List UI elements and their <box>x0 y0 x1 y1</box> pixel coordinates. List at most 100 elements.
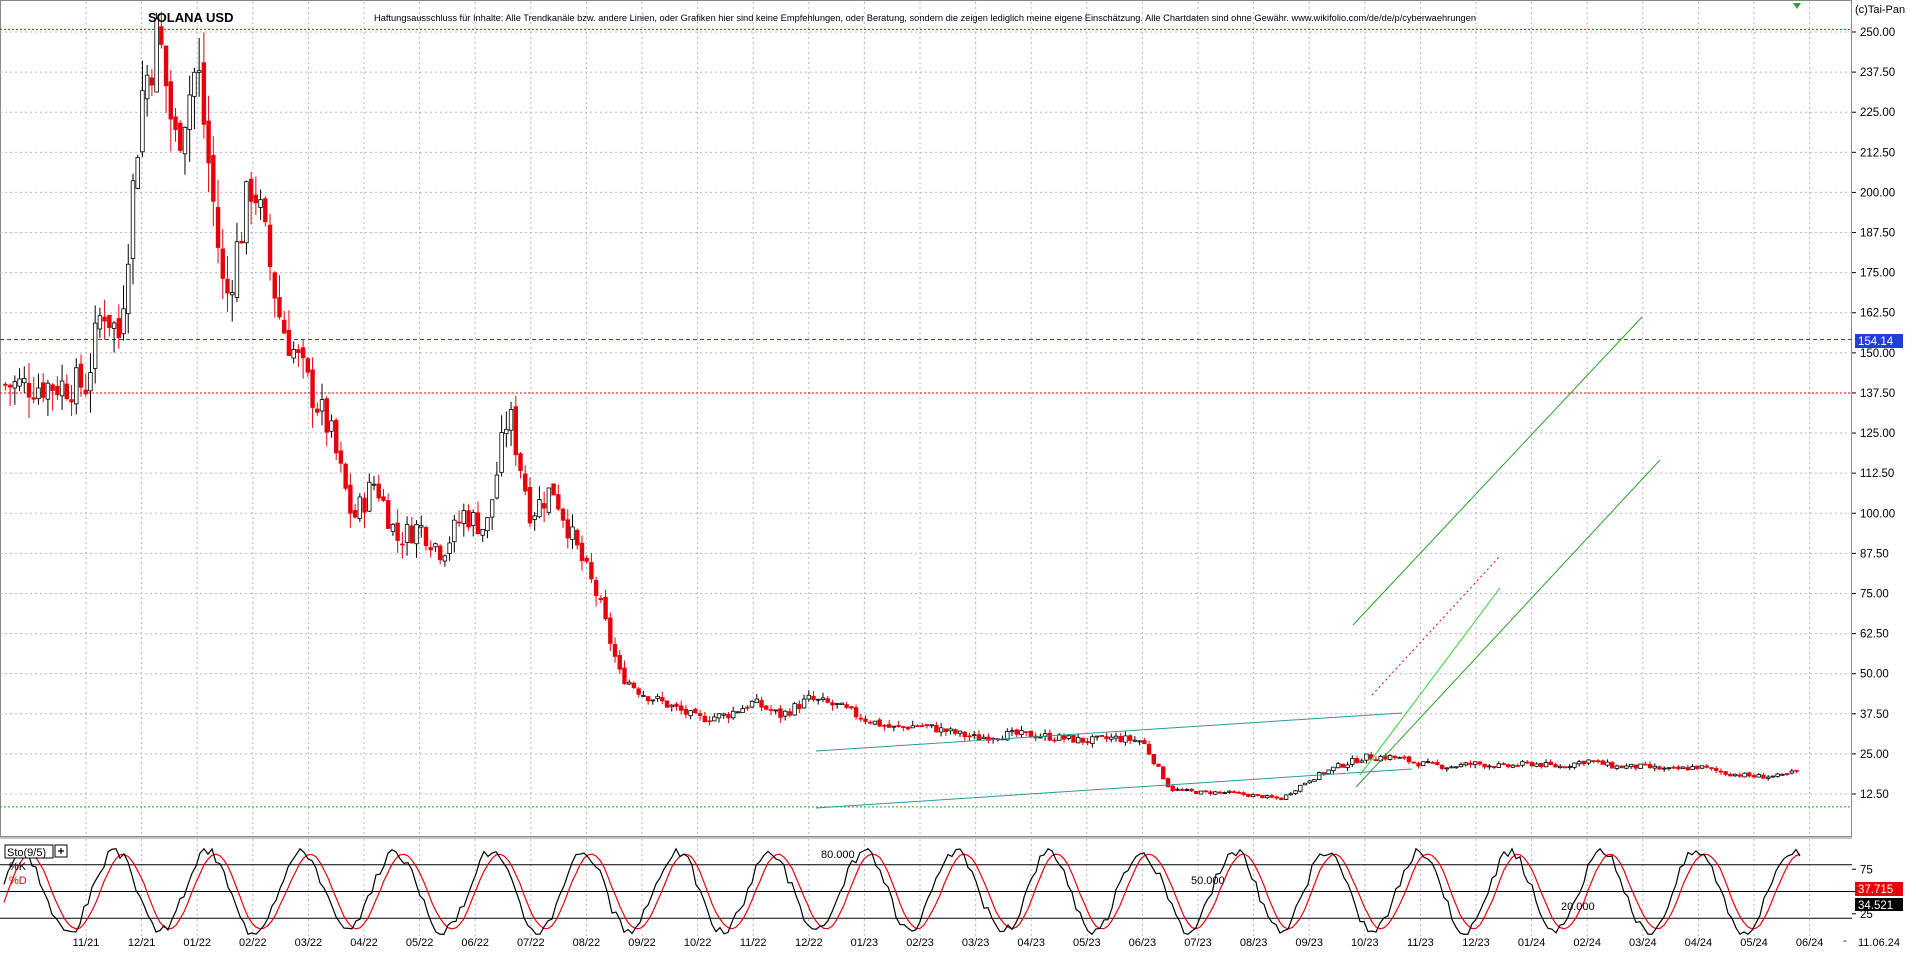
candle-body <box>423 527 429 547</box>
candle-body <box>1529 762 1535 767</box>
x-axis-tick-label: 10/22 <box>684 937 712 948</box>
candle-body <box>126 263 131 315</box>
candle-body <box>1652 765 1657 769</box>
candle-body <box>414 524 419 545</box>
candle-body <box>201 62 207 125</box>
x-axis-tick-label: 03/22 <box>295 937 323 948</box>
candle-body <box>1482 763 1487 768</box>
candle-body <box>1581 760 1587 765</box>
candle-body <box>641 695 646 697</box>
candle-body <box>102 316 107 322</box>
candle-body <box>1298 784 1303 792</box>
candle-body <box>1614 765 1620 769</box>
candle-body <box>480 528 485 536</box>
upper-channel-bottom-line <box>1355 459 1661 788</box>
x-axis-tick-label: 05/23 <box>1073 937 1101 948</box>
candle-body <box>140 90 145 153</box>
y-axis-tick-label: 162.50 <box>1860 308 1895 320</box>
x-axis-tick-label: 01/24 <box>1518 937 1546 948</box>
candle-body <box>1780 773 1785 776</box>
candle-body <box>1331 766 1336 772</box>
candle-body <box>1524 761 1530 764</box>
candle-body <box>948 728 953 732</box>
candle-body <box>1109 736 1114 740</box>
price-panel-frame <box>0 0 1852 837</box>
stoch-d-value-tag <box>1855 882 1903 896</box>
candle-body <box>1742 772 1747 778</box>
x-axis-tick-label: 07/22 <box>517 937 545 948</box>
candle-body <box>1553 764 1558 768</box>
x-axis-tick-label: 01/22 <box>183 937 211 948</box>
candle-body <box>863 718 868 722</box>
candle-body <box>1061 735 1067 740</box>
candle-body <box>1052 739 1057 742</box>
candle-body <box>972 734 977 737</box>
candle-body <box>541 503 547 509</box>
stoch-d-legend: %D <box>9 875 27 887</box>
candle-body <box>107 314 112 329</box>
candle-body <box>1080 737 1086 743</box>
candle-body <box>981 736 986 740</box>
stoch-label-box[interactable] <box>4 844 54 859</box>
candle-body <box>915 725 920 728</box>
candle-body <box>192 71 197 97</box>
candle-body <box>551 483 556 496</box>
candle-body <box>1439 764 1445 769</box>
candle-body <box>267 224 273 268</box>
candle-body <box>1695 765 1700 770</box>
candle-body <box>1194 790 1199 795</box>
y-axis-tick-label: 125.00 <box>1860 428 1895 440</box>
candle-body <box>792 703 797 716</box>
candle-body <box>1671 766 1676 769</box>
candle-body <box>1548 761 1553 766</box>
candle-body <box>466 510 471 528</box>
candle-body <box>111 322 117 329</box>
x-axis-tick-label: 05/22 <box>406 937 434 948</box>
candle-body <box>1198 790 1204 795</box>
candle-body <box>55 385 60 396</box>
candle-body <box>683 708 689 715</box>
candle-body <box>1179 789 1185 791</box>
candle-body <box>135 157 140 189</box>
candle-body <box>1265 795 1270 799</box>
candle-body <box>612 643 618 657</box>
candle-body <box>1515 764 1520 767</box>
candle-body <box>1676 766 1681 770</box>
scroll-left-arrow[interactable]: - <box>1843 935 1847 947</box>
candle-body <box>499 432 504 473</box>
candle-body <box>1657 766 1662 770</box>
x-axis-tick-label: 06/23 <box>1129 937 1157 948</box>
candle-body <box>1477 761 1483 765</box>
candle-body <box>1269 795 1275 798</box>
candle-body <box>1713 768 1719 771</box>
candle-body <box>1737 774 1743 777</box>
candle-body <box>390 523 396 532</box>
candle-body <box>1307 780 1312 784</box>
candle-body <box>868 721 873 724</box>
candle-body <box>901 726 906 728</box>
candle-body <box>1510 764 1516 768</box>
candle-body <box>1231 791 1237 794</box>
candle-body <box>220 248 225 279</box>
candle-body <box>154 18 159 93</box>
candle-body <box>1591 760 1596 763</box>
candle-body <box>1501 763 1506 765</box>
copyright-label: (c)Tai-Pan <box>1855 4 1905 16</box>
x-axis-tick-label: 03/23 <box>962 937 990 948</box>
stoch-label: Sto(9/5) <box>7 847 46 859</box>
y-axis-tick-label: 237.50 <box>1860 67 1895 79</box>
candle-body <box>768 709 774 712</box>
candle-body <box>1690 766 1695 770</box>
candle-body <box>1364 753 1369 761</box>
candle-body <box>310 369 315 408</box>
candle-body <box>300 347 306 359</box>
candle-body <box>1539 762 1544 768</box>
candle-body <box>1506 764 1511 768</box>
candle-body <box>234 241 240 298</box>
candle-body <box>1458 763 1464 768</box>
candle-body <box>636 688 641 695</box>
candle-body <box>352 510 358 518</box>
x-axis-tick-label: 11/23 <box>1407 937 1434 948</box>
candle-body <box>1444 767 1450 770</box>
x-axis-tick-label: 12/21 <box>128 937 156 948</box>
